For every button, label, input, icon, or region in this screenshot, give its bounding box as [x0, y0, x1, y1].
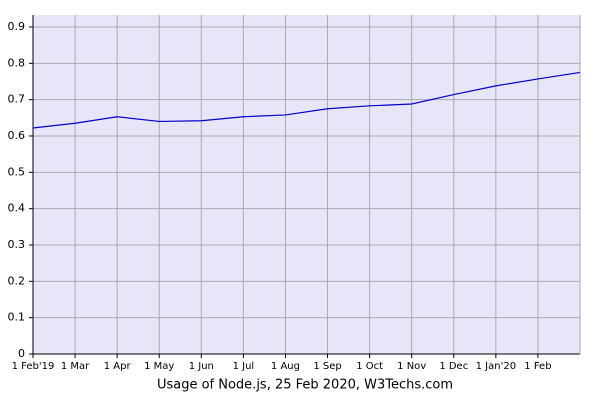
- y-tick-label: 0.1: [8, 311, 26, 324]
- y-tick-label: 0.7: [8, 93, 26, 106]
- x-tick-label: 1 Feb'19: [12, 361, 55, 372]
- x-tick-label: 1 Mar: [61, 361, 90, 372]
- y-tick-label: 0.6: [8, 129, 26, 142]
- y-tick-label: 0.3: [8, 238, 26, 251]
- x-tick-label: 1 Feb: [524, 361, 551, 372]
- y-tick-label: 0.4: [8, 202, 26, 215]
- x-tick-label: 1 Aug: [271, 361, 300, 372]
- y-tick-label: 0.2: [8, 274, 26, 287]
- y-tick-label: 0: [18, 347, 25, 360]
- x-tick-label: 1 Sep: [313, 361, 341, 372]
- chart-title: Usage of Node.js, 25 Feb 2020, W3Techs.c…: [157, 378, 453, 393]
- x-tick-label: 1 Dec: [439, 361, 468, 372]
- y-tick-label: 0.5: [8, 165, 26, 178]
- x-tick-label: 1 Apr: [104, 361, 132, 372]
- y-tick-label: 0.8: [8, 56, 26, 69]
- x-tick-label: 1 Nov: [397, 361, 426, 372]
- plot-area: [33, 15, 580, 354]
- x-tick-label: 1 Jul: [233, 361, 255, 372]
- x-tick-label: 1 May: [144, 361, 174, 372]
- x-tick-label: 1 Jun: [189, 361, 214, 372]
- data-line: [32, 71, 581, 129]
- x-tick-label: 1 Oct: [356, 361, 383, 372]
- y-tick-label: 0.9: [8, 20, 26, 33]
- x-tick-label: 1 Jan'20: [476, 361, 516, 372]
